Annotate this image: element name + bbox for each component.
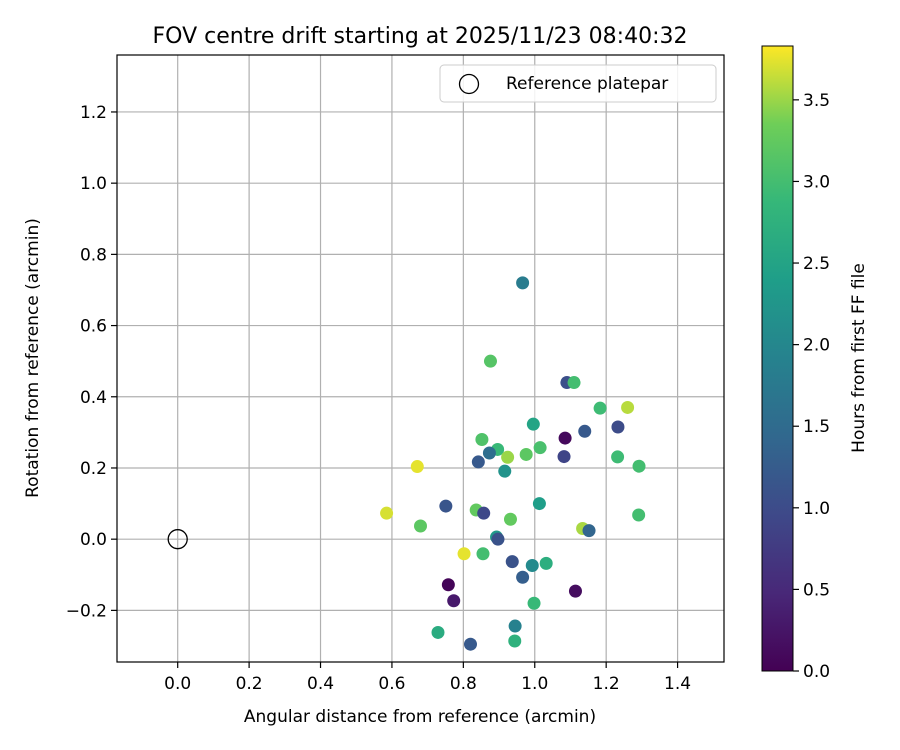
grid <box>117 55 724 662</box>
scatter-point <box>477 506 491 520</box>
scatter-point <box>621 400 635 414</box>
scatter-point <box>498 464 512 478</box>
y-axis-ticks: −0.2 0.0 0.2 0.4 0.6 0.8 1.0 1.2 <box>66 103 117 621</box>
x-tick-label: 0.8 <box>450 674 477 694</box>
scatter-point <box>527 596 541 610</box>
y-tick-label: 0.8 <box>80 245 107 265</box>
colorbar-gradient <box>761 45 794 672</box>
y-axis-label: Rotation from reference (arcmin) <box>23 218 43 498</box>
scatter-point <box>476 547 490 561</box>
scatter-point <box>557 450 571 464</box>
scatter-point <box>414 519 427 533</box>
legend-label: Reference platepar <box>506 74 668 94</box>
colorbar-tick-label: 0.5 <box>803 580 830 600</box>
colorbar-tick-label: 2.0 <box>803 336 830 356</box>
x-tick-label: 1.0 <box>521 674 548 694</box>
scatter-point <box>516 276 530 290</box>
scatter-point <box>632 459 646 473</box>
scatter-point <box>525 559 539 573</box>
scatter-point <box>475 432 489 446</box>
scatter-point <box>558 431 572 445</box>
scatter-point <box>471 455 485 469</box>
x-tick-label: 0.0 <box>164 674 191 694</box>
scatter-point <box>482 446 496 460</box>
scatter-point <box>441 578 455 592</box>
colorbar-tick-label: 2.5 <box>803 254 830 274</box>
scatter-point <box>516 570 530 584</box>
data-points <box>380 276 646 651</box>
scatter-point <box>582 524 596 538</box>
chart-title: FOV centre drift starting at 2025/11/23 … <box>153 24 688 49</box>
legend-marker-reference <box>458 73 480 95</box>
scatter-point <box>568 584 582 598</box>
colorbar-tick-label: 1.0 <box>803 499 830 519</box>
colorbar-tick-label: 0.0 <box>803 662 830 682</box>
x-tick-label: 0.6 <box>378 674 405 694</box>
plot-frame <box>116 54 725 663</box>
scatter-point <box>611 450 625 464</box>
y-tick-label: 1.0 <box>80 174 107 194</box>
scatter-point <box>447 594 461 608</box>
colorbar-label: Hours from first FF file <box>849 263 869 453</box>
x-tick-label: 0.4 <box>307 674 334 694</box>
scatter-point <box>526 417 540 431</box>
legend-box <box>439 64 717 103</box>
scatter-point <box>539 556 553 570</box>
scatter-point <box>463 637 477 651</box>
scatter-point <box>578 424 592 438</box>
scatter-point <box>410 460 424 474</box>
legend: Reference platepar <box>439 64 717 103</box>
scatter-point <box>380 506 394 520</box>
scatter-point <box>567 376 581 390</box>
scatter-point <box>519 447 533 461</box>
scatter-point <box>505 555 519 569</box>
colorbar-ticks: 0.0 0.5 1.0 1.5 2.0 2.5 3.0 3.5 <box>793 91 830 682</box>
scatter-point <box>632 508 646 522</box>
scatter-point <box>508 619 522 633</box>
colorbar-tick-label: 1.5 <box>803 417 830 437</box>
reference-platepar-marker <box>167 529 188 550</box>
y-tick-label: 0.6 <box>80 317 107 337</box>
scatter-point <box>457 547 471 561</box>
scatter-point <box>483 354 497 368</box>
colorbar: 0.0 0.5 1.0 1.5 2.0 2.5 3.0 3.5 Hours from firs… <box>761 45 869 682</box>
colorbar-tick-label: 3.0 <box>803 172 830 192</box>
y-tick-label: 1.2 <box>80 103 107 123</box>
scatter-point <box>508 634 522 648</box>
y-tick-label: 0.2 <box>80 459 107 479</box>
y-tick-label: −0.2 <box>66 601 107 621</box>
scatter-point <box>491 532 505 546</box>
scatter-point <box>501 450 515 464</box>
scatter-point <box>533 441 547 455</box>
scatter-point <box>532 497 546 511</box>
scatter-point <box>431 625 445 639</box>
x-tick-label: 1.4 <box>664 674 691 694</box>
scatter-point <box>503 512 517 526</box>
scatter-point <box>611 420 625 434</box>
x-axis-label: Angular distance from reference (arcmin) <box>244 707 596 727</box>
y-tick-label: 0.0 <box>80 530 107 550</box>
x-axis-ticks: 0.0 0.2 0.4 0.6 0.8 1.0 1.2 1.4 <box>164 662 691 694</box>
scatter-point <box>439 499 453 513</box>
scatter-point <box>593 401 607 415</box>
x-tick-label: 0.2 <box>236 674 263 694</box>
x-tick-label: 1.2 <box>593 674 620 694</box>
colorbar-tick-label: 3.5 <box>803 91 830 111</box>
y-tick-label: 0.4 <box>80 388 107 408</box>
